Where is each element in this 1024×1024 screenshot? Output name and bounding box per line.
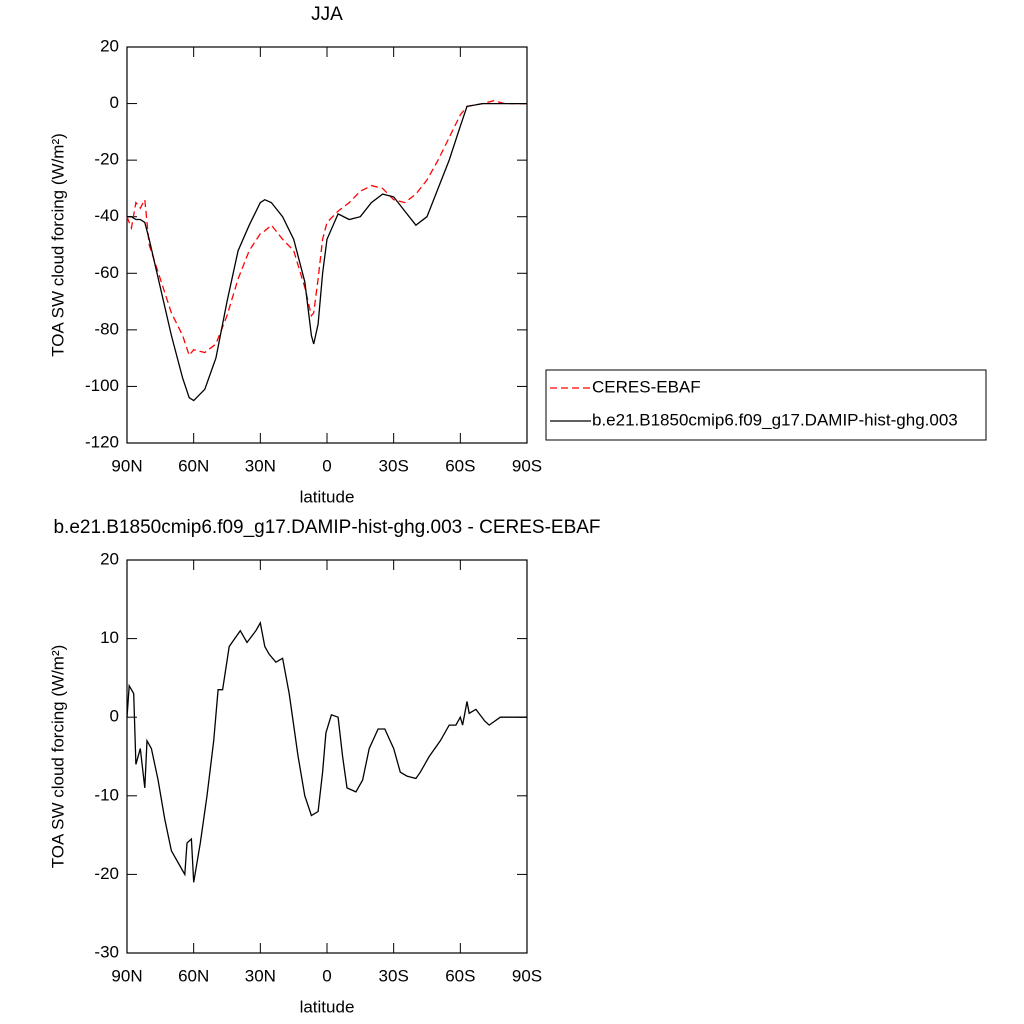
legend-box <box>545 369 987 441</box>
x-tick-label: 0 <box>322 966 331 985</box>
plot-frame <box>126 559 528 954</box>
x-tick-label: 30N <box>245 456 276 475</box>
x-tick-label: 60S <box>445 966 475 985</box>
y-tick-label: 20 <box>100 36 119 55</box>
x-axis-label: latitude <box>300 487 355 506</box>
x-tick-label: 60S <box>445 456 475 475</box>
x-tick-label: 90N <box>111 456 142 475</box>
x-axis-label: latitude <box>300 997 355 1016</box>
y-tick-label: 20 <box>100 549 119 568</box>
data-line <box>126 100 527 357</box>
legend-label: b.e21.B1850cmip6.f09_g17.DAMIP-hist-ghg.… <box>592 410 958 429</box>
y-tick-label: -120 <box>85 432 119 451</box>
y-tick-label: -20 <box>94 864 119 883</box>
y-tick-label: -10 <box>94 785 119 804</box>
y-tick-label: -80 <box>94 319 119 338</box>
x-tick-label: 90N <box>111 966 142 985</box>
x-tick-label: 90S <box>512 966 542 985</box>
x-tick-label: 30N <box>245 966 276 985</box>
y-tick-label: -100 <box>85 376 119 395</box>
x-tick-label: 90S <box>512 456 542 475</box>
x-tick-label: 60N <box>178 456 209 475</box>
chart-title: b.e21.B1850cmip6.f09_g17.DAMIP-hist-ghg.… <box>53 517 600 538</box>
legend-label: CERES-EBAF <box>592 377 701 396</box>
y-axis-label: TOA SW cloud forcing (W/m²) <box>48 645 67 869</box>
x-tick-label: 0 <box>322 456 331 475</box>
y-tick-label: 10 <box>100 628 119 647</box>
y-axis-label: TOA SW cloud forcing (W/m²) <box>48 133 67 357</box>
chart-title: JJA <box>311 4 343 25</box>
y-tick-label: -60 <box>94 263 119 282</box>
x-tick-label: 30S <box>379 456 409 475</box>
y-tick-label: 0 <box>110 707 119 726</box>
x-tick-label: 60N <box>178 966 209 985</box>
y-tick-label: -30 <box>94 942 119 961</box>
y-tick-label: -20 <box>94 150 119 169</box>
y-tick-label: -40 <box>94 206 119 225</box>
data-line <box>127 102 527 402</box>
x-tick-label: 30S <box>379 966 409 985</box>
y-tick-label: 0 <box>110 93 119 112</box>
data-line <box>126 621 527 883</box>
